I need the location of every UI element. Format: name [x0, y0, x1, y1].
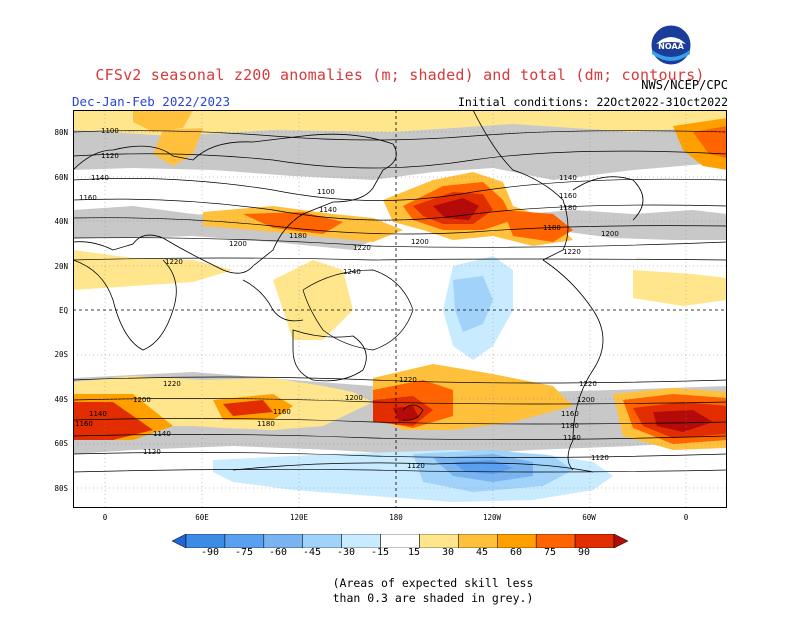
colorbar-segment	[263, 534, 303, 548]
colorbar-label: 30	[441, 547, 455, 558]
colorbar-segment	[497, 534, 537, 548]
lat-label: 60S	[54, 439, 68, 448]
lon-label: 180	[389, 513, 403, 522]
lon-label: 60W	[582, 513, 596, 522]
noaa-logo: NOAA	[650, 24, 692, 66]
contour-label: 1220	[353, 244, 371, 252]
anomaly-map: 1100 1120 1140 1160 1180 1200 1220 1240 …	[73, 110, 727, 508]
contour-label: 1200	[411, 238, 429, 246]
colorbar-segment	[185, 534, 226, 548]
contour-label: 1160	[75, 420, 93, 428]
skill-note-line1: (Areas of expected skill less	[332, 576, 534, 590]
contour-label: 1180	[257, 420, 275, 428]
season-subtitle: Dec-Jan-Feb 2022/2023	[72, 94, 231, 109]
lat-label: EQ	[58, 306, 68, 315]
colorbar-segment	[535, 534, 576, 548]
lon-label: 0	[102, 513, 108, 522]
colorbar-segment	[302, 534, 342, 548]
colorbar-label: 45	[475, 547, 489, 558]
contour-label: 1160	[273, 408, 291, 416]
contour-label: 1140	[559, 174, 577, 182]
colorbar-label: -15	[370, 547, 390, 558]
contour-label: 1220	[579, 380, 597, 388]
graticule	[73, 110, 727, 508]
colorbar-segment	[419, 534, 459, 548]
colorbar-label: -75	[234, 547, 254, 558]
contour-label: 1140	[563, 434, 581, 442]
contour-label: 1200	[229, 240, 247, 248]
contour-label: 1140	[319, 206, 337, 214]
lat-label: 40N	[54, 217, 68, 226]
noaa-logo-text: NOAA	[658, 42, 684, 51]
contour-label: 1220	[399, 376, 417, 384]
lon-label: 0	[683, 513, 689, 522]
colorbar-segment	[574, 534, 615, 548]
contour-label: 1200	[601, 230, 619, 238]
contour-label: 1180	[561, 422, 579, 430]
contour-label: 1120	[143, 448, 161, 456]
contour-label: 1180	[543, 224, 561, 232]
lat-label: 60N	[54, 173, 68, 182]
colorbar-label: 90	[577, 547, 591, 558]
colorbar-arrow-high	[613, 534, 628, 548]
lat-label: 20N	[54, 262, 68, 271]
contour-label: 1100	[101, 127, 119, 135]
contour-label: 1160	[561, 410, 579, 418]
contour-label: 1220	[163, 380, 181, 388]
colorbar-arrow-low	[172, 534, 187, 548]
colorbar-segment	[458, 534, 498, 548]
lat-label: 20S	[54, 350, 68, 359]
map-title: CFSv2 seasonal z200 anomalies (m; shaded…	[95, 66, 705, 84]
contour-label: 1140	[91, 174, 109, 182]
skill-note-line2: than 0.3 are shaded in grey.)	[332, 591, 534, 605]
contour-label: 1160	[79, 194, 97, 202]
reference-lines	[73, 110, 727, 508]
colorbar-label: -90	[200, 547, 220, 558]
colorbar-segment	[341, 534, 381, 548]
lon-label: 120E	[289, 513, 309, 522]
colorbar	[172, 534, 628, 548]
contour-label: 1140	[153, 430, 171, 438]
lon-label: 60E	[195, 513, 209, 522]
contour-label: 1180	[559, 204, 577, 212]
colorbar-segment	[380, 534, 420, 548]
colorbar-label: 15	[407, 547, 421, 558]
height-contours	[73, 130, 727, 473]
contour-label: 1120	[407, 462, 425, 470]
contour-label: 1200	[345, 394, 363, 402]
lat-label: 80S	[54, 484, 68, 493]
colorbar-label: -60	[268, 547, 288, 558]
contour-label: 1120	[591, 454, 609, 462]
coastlines	[73, 110, 644, 473]
initial-conditions-label: Initial conditions: 22Oct2022-31Oct2022	[457, 95, 728, 109]
contour-label: 1220	[165, 258, 183, 266]
contour-label: 1180	[289, 232, 307, 240]
contour-label: 1120	[101, 152, 119, 160]
colorbar-label: -30	[336, 547, 356, 558]
contour-label: 1220	[563, 248, 581, 256]
contour-label: 1200	[133, 396, 151, 404]
agency-label: NWS/NCEP/CPC	[641, 78, 728, 92]
lat-label: 80N	[54, 128, 68, 137]
lat-label: 40S	[54, 395, 68, 404]
contour-label: 1160	[559, 192, 577, 200]
colorbar-label: 60	[509, 547, 523, 558]
colorbar-label: 75	[543, 547, 557, 558]
contour-label: 1100	[317, 188, 335, 196]
colorbar-segment	[224, 534, 265, 548]
colorbar-label: -45	[302, 547, 322, 558]
contour-label: 1240	[343, 268, 361, 276]
contour-label: 1140	[89, 410, 107, 418]
lon-label: 120W	[482, 513, 502, 522]
contour-label: 1200	[577, 396, 595, 404]
